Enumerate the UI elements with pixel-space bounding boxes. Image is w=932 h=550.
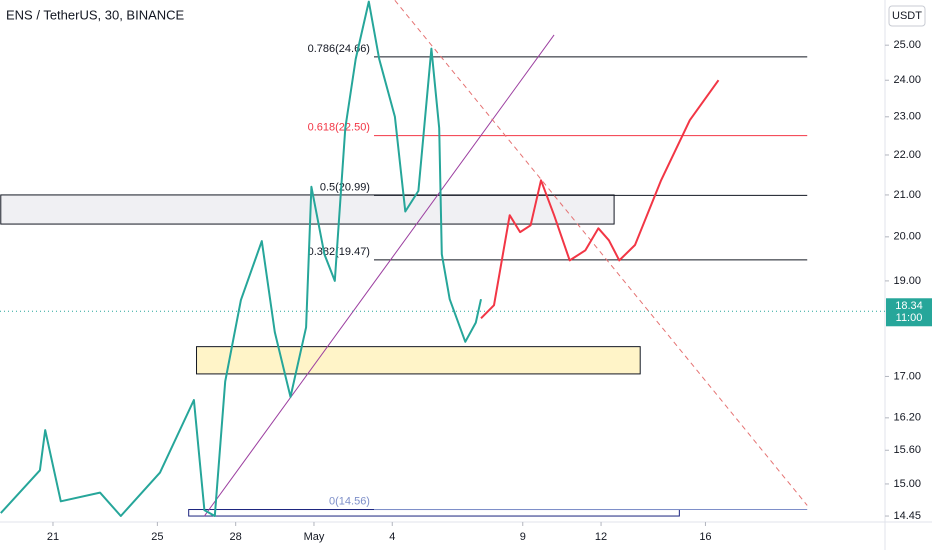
y-tick-label: 21.00 xyxy=(893,189,921,201)
x-tick-label: 25 xyxy=(151,531,163,543)
y-tick-label: 16.20 xyxy=(893,412,921,424)
fib-label: 0(14.56) xyxy=(329,495,370,507)
fib-label: 0.618(22.50) xyxy=(308,122,370,134)
x-tick-label: May xyxy=(304,531,325,543)
currency-label: USDT xyxy=(892,10,922,22)
y-tick-label: 17.00 xyxy=(893,370,921,382)
y-tick-label: 15.60 xyxy=(893,444,921,456)
price-line xyxy=(480,79,720,320)
x-tick-label: 4 xyxy=(389,531,395,543)
x-tick-label: 28 xyxy=(230,531,242,543)
trend-line xyxy=(394,0,808,506)
y-tick-label: 24.00 xyxy=(893,74,921,86)
currency-badge xyxy=(888,5,926,27)
last-price-badge xyxy=(886,298,932,327)
price-line xyxy=(0,0,482,517)
y-tick-label: 23.00 xyxy=(893,111,921,123)
y-tick-label: 19.00 xyxy=(893,275,921,287)
x-tick-label: 16 xyxy=(699,531,711,543)
trend-line xyxy=(203,34,555,517)
zone xyxy=(196,346,641,375)
last-price-label: 18.34 xyxy=(895,300,923,312)
zone xyxy=(188,509,680,517)
fib-label: 0.382(19.47) xyxy=(308,246,370,258)
chart-title: ENS / TetherUS, 30, BINANCE xyxy=(6,7,185,22)
y-tick-label: 22.00 xyxy=(893,149,921,161)
y-tick-label: 15.00 xyxy=(893,478,921,490)
fib-label: 0.5(20.99) xyxy=(320,181,370,193)
fib-label: 0.786(24.66) xyxy=(308,43,370,55)
x-tick-label: 12 xyxy=(595,531,607,543)
y-tick-label: 20.00 xyxy=(893,231,921,243)
y-tick-label: 25.00 xyxy=(893,39,921,51)
countdown-label: 11:00 xyxy=(896,312,923,324)
y-tick-label: 14.45 xyxy=(893,510,921,522)
x-tick-label: 21 xyxy=(47,531,59,543)
zone xyxy=(0,194,615,225)
x-tick-label: 9 xyxy=(520,531,526,543)
